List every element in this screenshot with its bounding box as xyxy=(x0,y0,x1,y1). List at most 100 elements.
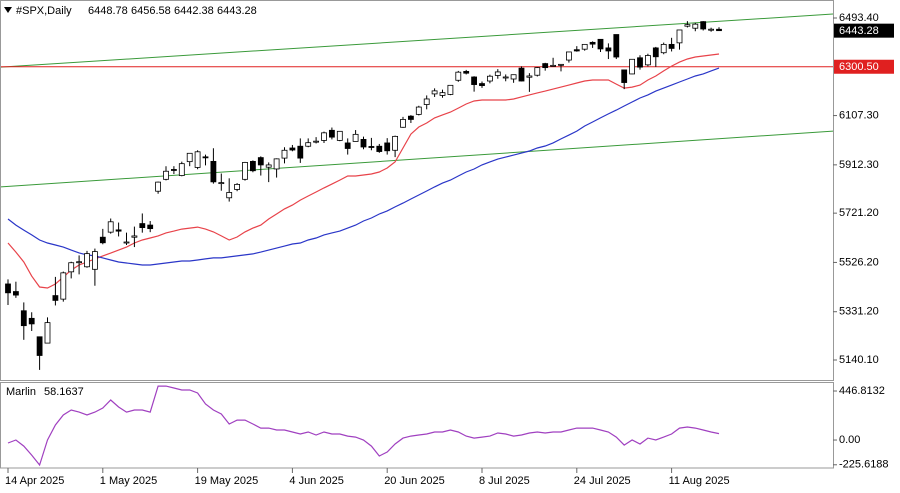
candle-body xyxy=(178,163,185,176)
candle-body xyxy=(36,336,43,356)
candle-body xyxy=(471,76,478,85)
candle-body xyxy=(597,38,604,50)
moving-average xyxy=(7,53,720,289)
candle-body xyxy=(202,156,209,159)
candle-body xyxy=(534,67,541,76)
candle-body xyxy=(249,160,256,172)
candle-body xyxy=(502,76,509,79)
candle-body xyxy=(289,147,296,151)
candle-body xyxy=(645,55,651,66)
ohlc-value: 6448.78 xyxy=(88,5,128,17)
ohlc-value: 6456.58 xyxy=(131,5,171,17)
candle-body xyxy=(518,67,525,82)
y-tick-label: 5140.10 xyxy=(839,354,879,366)
candle-body xyxy=(376,145,383,152)
moving-average xyxy=(7,67,720,266)
candle-body xyxy=(566,51,572,61)
candle-body xyxy=(336,130,343,141)
candle-body xyxy=(384,142,391,152)
candle-body xyxy=(668,43,675,49)
trendline xyxy=(0,130,834,188)
trendline xyxy=(0,13,834,68)
candle-body xyxy=(700,21,707,30)
candle-body xyxy=(107,221,114,233)
candle-body xyxy=(186,152,193,163)
candle-body xyxy=(265,164,272,168)
collapse-arrow[interactable] xyxy=(4,7,12,13)
x-tick-label: 11 Aug 2025 xyxy=(669,475,730,487)
candle-body xyxy=(613,34,620,58)
candle-body xyxy=(423,98,430,105)
candle-body xyxy=(194,151,201,168)
candle-body xyxy=(139,223,146,229)
candle-body xyxy=(439,92,446,96)
candle-body xyxy=(660,43,667,54)
candle-body xyxy=(486,75,493,82)
candle-body xyxy=(415,106,422,115)
y-tick-label: 5912.30 xyxy=(839,159,879,171)
candle-body xyxy=(242,162,248,180)
y-tick-label: 5526.20 xyxy=(839,256,879,268)
candle-body xyxy=(305,142,312,147)
candle-body xyxy=(716,28,722,32)
last-price-label: 6443.28 xyxy=(839,25,879,37)
candle-body xyxy=(12,291,19,296)
candle-body xyxy=(210,160,217,183)
y-tick-label: 446.8132 xyxy=(839,385,885,397)
candle-body xyxy=(581,43,588,50)
candle-body xyxy=(344,142,351,149)
candle-body xyxy=(20,310,27,327)
candle-body xyxy=(28,317,35,325)
candle-body xyxy=(281,149,288,159)
x-tick-label: 20 Jun 2025 xyxy=(384,475,445,487)
candle-body xyxy=(99,236,106,244)
last-price-box xyxy=(834,23,894,38)
candle-body xyxy=(589,41,596,45)
candle-body xyxy=(226,192,233,199)
candle-body xyxy=(76,261,82,264)
candle-body xyxy=(684,24,691,27)
y-tick-label: 6107.30 xyxy=(839,109,879,121)
candle-body xyxy=(463,71,470,74)
ohlc-value: 6443.28 xyxy=(217,5,257,17)
candle-body xyxy=(115,229,122,232)
indicator-line xyxy=(7,385,720,467)
candle-body xyxy=(542,63,549,69)
indicator-frame xyxy=(0,382,834,469)
candle-body xyxy=(621,69,628,83)
candle-body xyxy=(218,182,225,185)
candle-body xyxy=(455,71,462,81)
y-tick-label: 5721.20 xyxy=(839,207,879,219)
y-tick-label: 6493.40 xyxy=(839,12,879,24)
x-tick-label: 19 May 2025 xyxy=(195,475,259,487)
candle-body xyxy=(5,283,11,294)
candle-body xyxy=(313,140,320,143)
y-tick-label: -225.6188 xyxy=(839,459,889,471)
candle-body xyxy=(52,295,59,301)
x-tick-label: 14 Apr 2025 xyxy=(5,475,64,487)
candle-body xyxy=(368,146,375,148)
candle-body xyxy=(360,139,367,148)
candle-body xyxy=(479,83,485,86)
candle-body xyxy=(407,115,414,120)
candle-body xyxy=(328,129,335,138)
candle-body xyxy=(147,224,154,230)
candle-body xyxy=(652,47,659,58)
candle-body xyxy=(163,170,169,180)
symbol-title: #SPX,Daily xyxy=(16,5,72,17)
candle-body xyxy=(629,58,635,75)
candle-body xyxy=(92,251,98,270)
candle-body xyxy=(510,74,517,80)
candle-body xyxy=(550,64,556,67)
candle-body xyxy=(60,272,67,300)
candle-body xyxy=(558,63,564,66)
main-frame xyxy=(0,0,834,381)
candle-body xyxy=(352,133,359,142)
candle-body xyxy=(84,253,90,268)
candle-body xyxy=(321,132,327,141)
candle-body xyxy=(431,90,438,95)
level-label: 6300.50 xyxy=(839,61,879,73)
candle-body xyxy=(392,135,399,151)
